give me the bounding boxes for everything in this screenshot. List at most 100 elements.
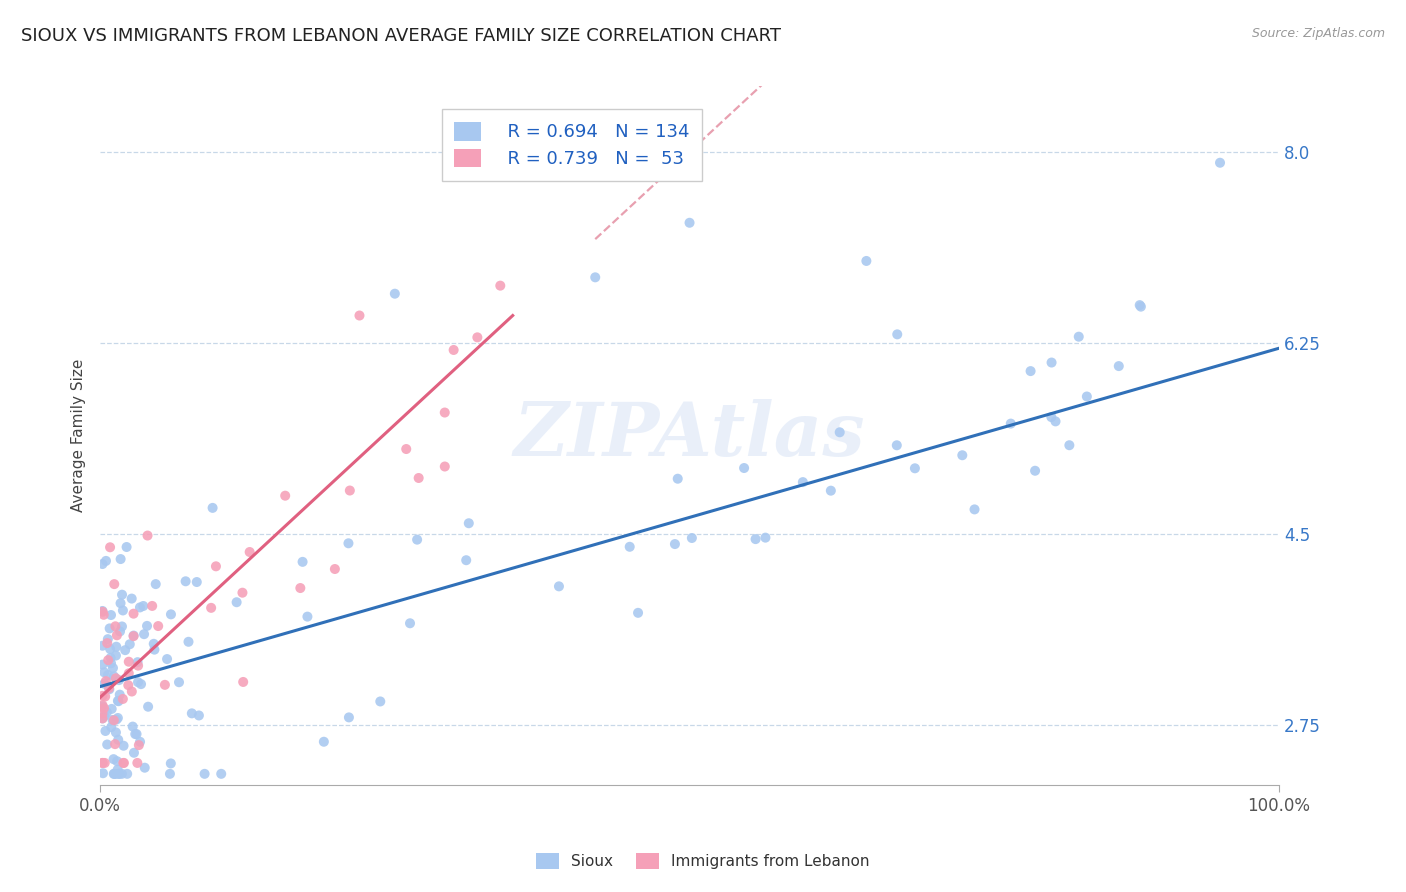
Point [100,702,122,716]
Point [111,588,134,602]
Point [93,607,115,622]
Point [96,706,118,720]
Point [1000,417,1022,431]
Point [1209,155,1232,169]
Point [142,637,165,651]
Point [100,720,122,734]
Point [127,655,149,669]
Point [132,599,155,613]
Point [103,669,125,683]
Point [103,713,125,727]
Point [98,682,121,697]
Point [186,575,208,590]
Point [96,636,118,650]
Point [111,603,134,617]
Point [91,639,114,653]
Point [93,677,115,691]
Point [828,425,851,440]
Legend: Sioux, Immigrants from Lebanon: Sioux, Immigrants from Lebanon [530,847,876,875]
Point [101,713,124,727]
Point [115,767,138,781]
Point [105,628,128,642]
Point [101,661,124,675]
Point [127,658,149,673]
Point [349,309,371,323]
Point [156,652,179,666]
Point [225,595,247,609]
Point [127,675,149,690]
Point [489,278,512,293]
Point [627,606,650,620]
Point [112,756,135,770]
Point [583,270,606,285]
Point [129,677,152,691]
Point [94,674,117,689]
Point [107,694,129,708]
Point [136,619,159,633]
Point [127,756,149,770]
Y-axis label: Average Family Size: Average Family Size [72,359,86,512]
Point [167,675,190,690]
Point [104,725,127,739]
Point [291,555,314,569]
Point [118,666,141,681]
Point [297,609,319,624]
Point [121,684,143,698]
Point [100,650,122,665]
Point [91,711,114,725]
Point [129,600,152,615]
Point [274,489,297,503]
Point [664,537,686,551]
Point [209,767,232,781]
Point [91,657,114,672]
Point [312,735,335,749]
Point [91,689,114,703]
Point [125,727,148,741]
Point [124,727,146,741]
Point [104,648,127,663]
Point [1076,390,1098,404]
Point [323,562,346,576]
Point [339,483,361,498]
Point [111,692,134,706]
Point [98,541,121,555]
Point [1019,364,1042,378]
Point [406,533,429,547]
Point [886,438,908,452]
Point [180,706,202,721]
Point [395,442,418,456]
Point [337,536,360,550]
Point [1129,300,1152,314]
Point [399,616,422,631]
Point [104,767,127,781]
Point [105,640,128,654]
Point [456,553,478,567]
Point [1040,355,1063,369]
Point [105,713,128,727]
Point [122,746,145,760]
Point [129,735,152,749]
Point [118,655,141,669]
Point [98,621,121,635]
Point [122,607,145,621]
Point [177,634,200,648]
Point [91,699,114,714]
Point [100,657,122,671]
Point [886,327,908,342]
Point [153,678,176,692]
Point [111,767,134,781]
Point [1059,438,1081,452]
Point [107,763,129,777]
Point [467,330,489,344]
Point [820,483,842,498]
Point [666,472,689,486]
Point [174,574,197,589]
Point [408,471,430,485]
Point [792,475,814,489]
Point [91,604,114,618]
Point [141,599,163,613]
Point [963,502,986,516]
Point [384,286,406,301]
Point [239,545,262,559]
Point [91,766,114,780]
